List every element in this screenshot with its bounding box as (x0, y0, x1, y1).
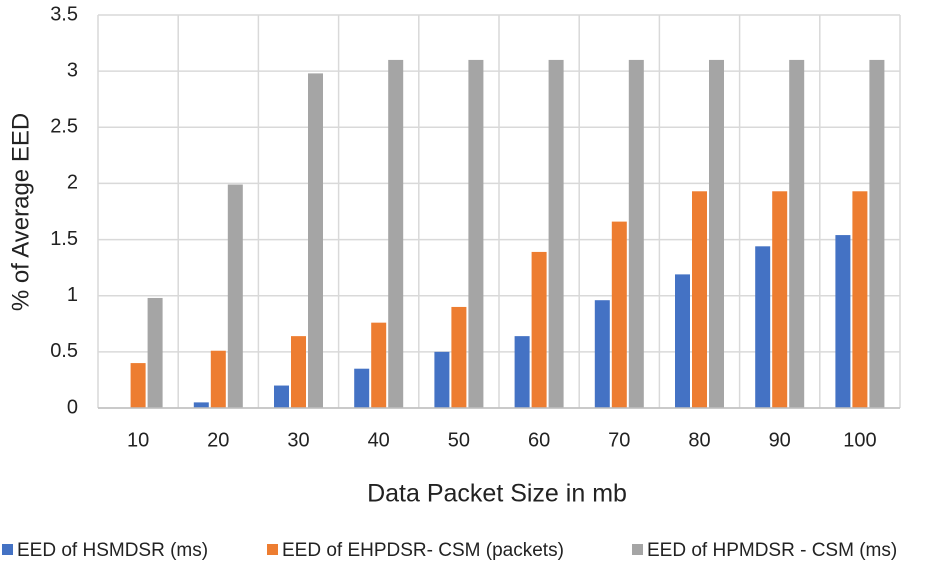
legend-swatch (632, 544, 643, 555)
bar (611, 221, 627, 408)
bar (130, 363, 146, 408)
bar (227, 184, 243, 408)
bar (371, 322, 387, 408)
x-tick-label: 20 (207, 429, 229, 451)
bar (709, 59, 724, 409)
bar (755, 246, 771, 408)
bar (388, 59, 404, 409)
x-tick-label: 30 (287, 429, 309, 451)
x-tick-label: 50 (448, 429, 470, 451)
y-tick-label: 3 (67, 59, 78, 81)
bar (594, 300, 610, 408)
legend-swatch (267, 544, 278, 555)
x-tick-label: 10 (127, 429, 149, 451)
legend-label: EED of HPMDSR - CSM (ms) (647, 540, 897, 561)
bar (548, 59, 564, 409)
bar (692, 191, 707, 408)
y-tick-label: 2.5 (50, 116, 78, 138)
bar (675, 274, 690, 408)
bar (531, 251, 547, 408)
bar (514, 336, 530, 408)
y-tick-label: 1 (67, 284, 78, 306)
x-tick-label: 100 (843, 429, 876, 451)
bar (772, 191, 788, 408)
y-tick-label: 3.5 (50, 3, 78, 25)
y-tick-label: 2 (67, 172, 78, 194)
bar (291, 336, 306, 408)
y-tick-label: 1.5 (50, 228, 78, 250)
y-tick-label: 0.5 (50, 340, 78, 362)
bar (852, 191, 868, 408)
legend-label: EED of EHPDSR- CSM (packets) (282, 540, 564, 561)
bar (628, 59, 644, 409)
legend-swatch (2, 544, 13, 555)
bar (468, 59, 484, 409)
x-tick-label: 40 (368, 429, 390, 451)
x-axis-title: Data Packet Size in mb (367, 480, 627, 508)
bar (451, 306, 467, 408)
bar (354, 368, 370, 408)
bar (210, 350, 226, 408)
x-tick-label: 60 (528, 429, 550, 451)
legend-label: EED of HSMDSR (ms) (17, 540, 208, 561)
bar (193, 402, 209, 408)
x-tick-label: 90 (769, 429, 791, 451)
bar (434, 351, 450, 408)
bar (835, 235, 851, 408)
y-axis-title: % of Average EED (7, 113, 34, 311)
bar (869, 59, 885, 409)
x-tick-label: 70 (608, 429, 630, 451)
bar (308, 73, 323, 408)
bar (147, 297, 163, 408)
bar (274, 385, 289, 408)
y-tick-label: 0 (67, 396, 78, 418)
x-tick-label: 80 (688, 429, 710, 451)
bar (789, 59, 805, 409)
